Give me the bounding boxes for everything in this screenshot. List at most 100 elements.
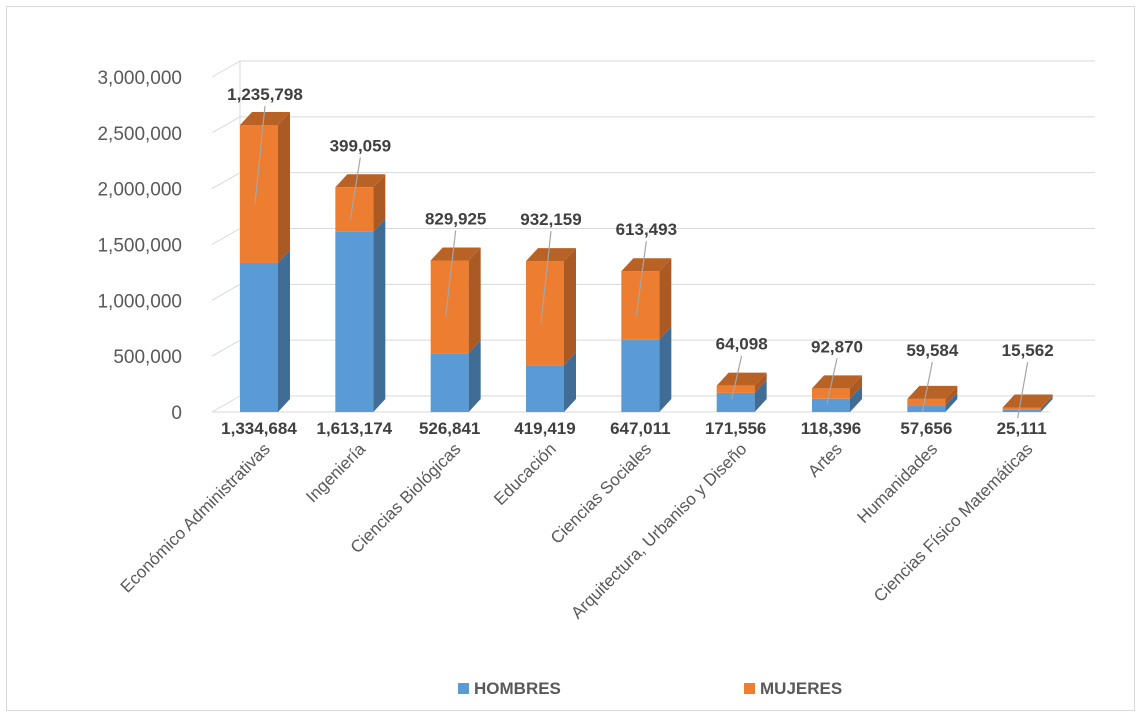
bar-top-face bbox=[335, 174, 386, 188]
bar-top-face bbox=[716, 372, 767, 386]
legend-label-hombres: HOMBRES bbox=[474, 679, 561, 698]
x-category-label: Ingeniería bbox=[302, 439, 369, 506]
gridline-depth bbox=[211, 395, 241, 413]
gridline-depth bbox=[211, 60, 241, 78]
bar-mujeres-front bbox=[812, 388, 850, 399]
bar-hombres-side bbox=[373, 218, 386, 412]
bar-top-face bbox=[621, 258, 672, 272]
bar-top-face bbox=[907, 385, 958, 399]
gridline-depth bbox=[211, 228, 241, 245]
data-label-mujeres: 1,235,798 bbox=[227, 85, 303, 104]
data-label-hombres: 647,011 bbox=[610, 419, 671, 438]
bar-mujeres-front bbox=[430, 260, 469, 354]
x-category-label: Arquitectura, Urbaniso y Diseño bbox=[567, 439, 750, 622]
bar-hombres-side bbox=[278, 249, 290, 412]
leader-line bbox=[540, 231, 552, 324]
bar-mujeres-side bbox=[945, 385, 958, 406]
x-category-label: Económico Administrativas bbox=[117, 439, 274, 596]
bar-hombres-side bbox=[468, 340, 481, 412]
bar-hombres-side bbox=[659, 326, 672, 412]
bar-mujeres-side bbox=[278, 111, 290, 263]
data-label-mujeres: 15,562 bbox=[1002, 341, 1054, 360]
data-label-mujeres: 399,059 bbox=[330, 136, 391, 155]
bar-hombres-front bbox=[812, 398, 850, 412]
data-label-hombres: 419,419 bbox=[514, 419, 575, 438]
bar-hombres-front bbox=[335, 231, 374, 412]
legend-label-mujeres: MUJERES bbox=[760, 679, 842, 698]
x-axis: Económico Administrativas Ingeniería Cienc… bbox=[117, 439, 1037, 623]
bar-hombres-front bbox=[240, 262, 278, 412]
leader-line bbox=[1017, 361, 1029, 419]
y-tick-label: 2,000,000 bbox=[97, 180, 182, 201]
bar-hombres-front bbox=[716, 392, 755, 412]
y-tick-label: 0 bbox=[171, 403, 182, 424]
y-tick-label: 1,500,000 bbox=[97, 236, 182, 257]
leader-line bbox=[731, 355, 743, 400]
leader-line bbox=[635, 241, 647, 316]
leader-lines bbox=[254, 105, 1029, 419]
bar-hombres-side bbox=[850, 385, 862, 412]
bar-mujeres-side bbox=[373, 174, 386, 232]
data-label-mujeres: 829,925 bbox=[425, 209, 486, 228]
legend-swatch-hombres bbox=[458, 683, 469, 694]
bar-hombres-front bbox=[1002, 409, 1041, 412]
data-label-hombres: 57,656 bbox=[900, 419, 952, 438]
data-label-hombres: 171,556 bbox=[705, 419, 766, 438]
bar-hombres-side bbox=[945, 392, 958, 412]
bar-hombres-side bbox=[564, 352, 576, 412]
bar-hombres-side bbox=[1040, 396, 1053, 412]
bar-mujeres-front bbox=[716, 385, 755, 393]
bar-mujeres-side bbox=[1040, 394, 1053, 410]
data-label-mujeres: 64,098 bbox=[716, 335, 768, 354]
bar-mujeres-front bbox=[240, 124, 278, 263]
bar-mujeres-side bbox=[468, 247, 481, 354]
leader-line bbox=[349, 157, 361, 220]
y-tick-label: 500,000 bbox=[113, 347, 182, 368]
bar-top-face bbox=[1002, 394, 1053, 408]
data-label-hombres: 526,841 bbox=[419, 419, 480, 438]
gridline-depth bbox=[211, 172, 241, 190]
leader-line bbox=[445, 230, 457, 317]
x-category-label: Artes bbox=[804, 439, 845, 480]
data-label-mujeres: 613,493 bbox=[616, 220, 677, 239]
y-axis: 0 500,000 1,000,000 1,500,000 2,000,000 2,500… bbox=[97, 68, 182, 424]
bar-mujeres-side bbox=[659, 258, 672, 340]
bar-hombres-side bbox=[754, 379, 767, 412]
bar-hombres-front bbox=[430, 353, 469, 412]
legend: HOMBRES MUJERES bbox=[458, 679, 842, 698]
gridline-depth bbox=[211, 283, 241, 301]
data-label-hombres: 1,334,684 bbox=[221, 419, 297, 438]
bar-mujeres-front bbox=[1002, 407, 1041, 410]
gridline-depth bbox=[211, 116, 241, 134]
data-label-hombres: 25,111 bbox=[997, 419, 1047, 438]
bar-mujeres-side bbox=[754, 372, 767, 393]
data-labels: 1,334,684 1,235,798 1,613,174 399,059 526,84… bbox=[221, 85, 1053, 438]
data-label-hombres: 118,396 bbox=[801, 419, 862, 438]
data-label-mujeres: 59,584 bbox=[906, 341, 959, 360]
bar-top-face bbox=[526, 248, 576, 262]
chart-frame bbox=[6, 6, 1135, 711]
bar-hombres-front bbox=[907, 405, 946, 412]
bar-mujeres-side bbox=[850, 375, 862, 399]
x-category-label: Ciencias Físico Matemáticas bbox=[870, 439, 1036, 605]
bar-mujeres-front bbox=[526, 261, 564, 366]
bar-top-face bbox=[812, 375, 862, 389]
y-tick-label: 2,500,000 bbox=[97, 124, 182, 145]
leader-line bbox=[921, 361, 933, 413]
y-tick-label: 1,000,000 bbox=[97, 291, 182, 312]
x-category-label: Educación bbox=[490, 439, 560, 509]
bar-hombres-front bbox=[621, 339, 660, 412]
data-label-hombres: 1,613,174 bbox=[317, 419, 393, 438]
data-label-mujeres: 932,159 bbox=[520, 210, 581, 229]
x-category-label: Humanidades bbox=[854, 439, 942, 527]
bar-top-face bbox=[430, 247, 481, 261]
x-category-label: Ciencias Sociales bbox=[547, 439, 655, 547]
bar-top-face bbox=[240, 111, 290, 125]
leader-line bbox=[826, 358, 838, 404]
gridline-depth bbox=[211, 339, 241, 357]
bar-mujeres-side bbox=[564, 248, 576, 366]
legend-swatch-mujeres bbox=[744, 683, 755, 694]
bars bbox=[240, 111, 1053, 412]
bar-mujeres-front bbox=[907, 398, 946, 406]
